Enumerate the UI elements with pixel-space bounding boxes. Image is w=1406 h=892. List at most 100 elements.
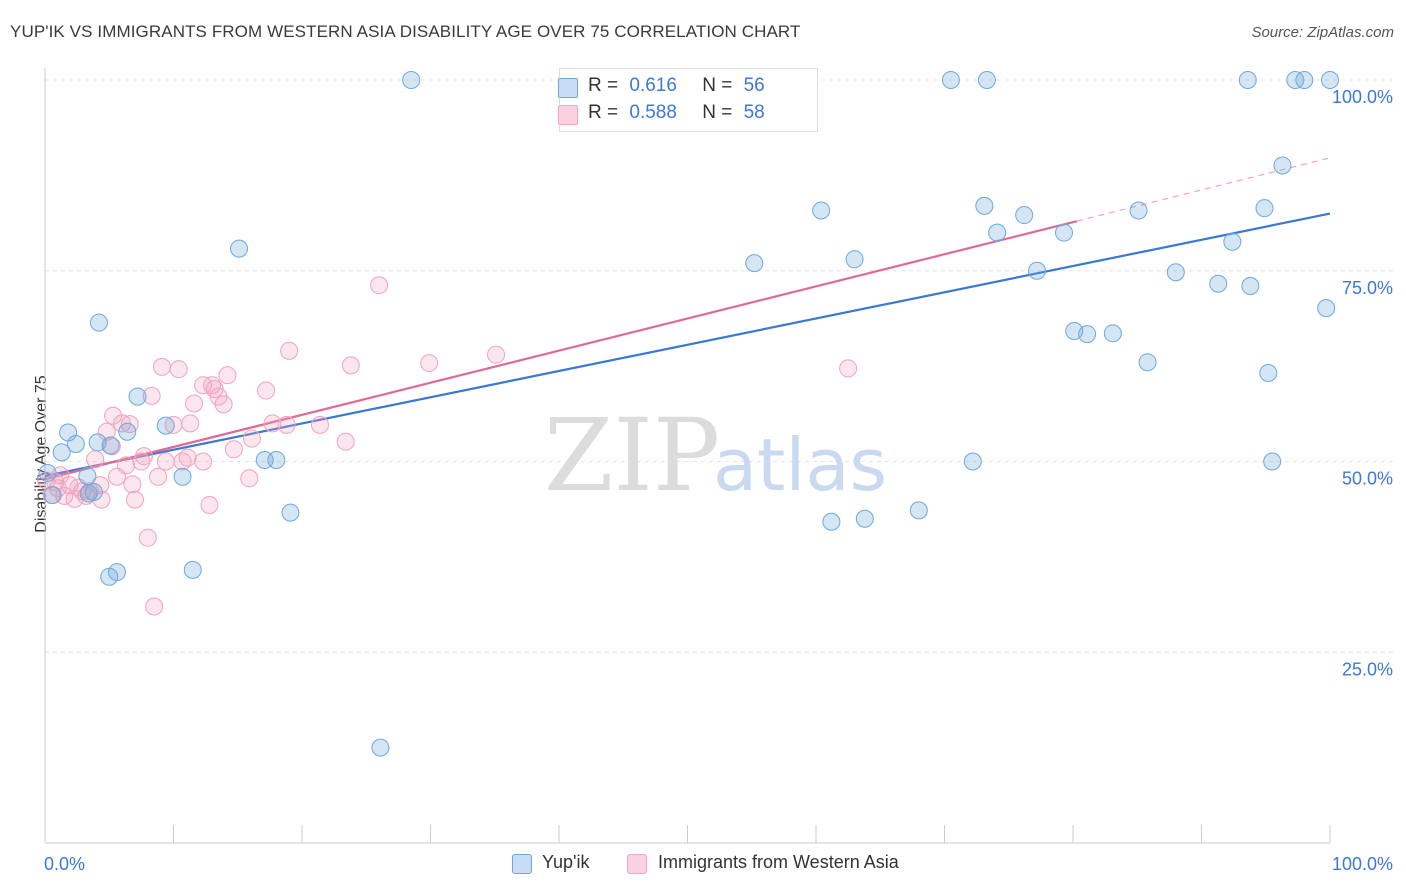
data-point-immigrants [134, 447, 153, 466]
data-point-yupik [118, 422, 137, 441]
data-point-immigrants [104, 406, 123, 425]
legend-row-yupik: R = 0.616 N = 56 [558, 75, 765, 98]
legend-row-immigrants: R = 0.588 N = 58 [558, 102, 765, 125]
data-point-immigrants [487, 345, 506, 364]
watermark-zip: ZIP [544, 397, 720, 514]
data-point-immigrants [152, 357, 171, 376]
data-point-yupik [371, 738, 390, 757]
data-point-yupik [1241, 277, 1260, 296]
data-point-immigrants [257, 381, 276, 400]
data-point-yupik [156, 416, 175, 435]
data-point-immigrants [138, 528, 157, 547]
data-point-yupik [173, 467, 192, 486]
legend-r-label: R = [588, 75, 619, 96]
data-point-yupik [128, 387, 147, 406]
data-point-immigrants [113, 414, 132, 433]
legend-swatch-pink [627, 854, 647, 874]
data-point-immigrants [123, 475, 142, 494]
data-point-yupik [977, 71, 996, 89]
data-point-immigrants [420, 354, 439, 373]
data-point-immigrants [310, 415, 329, 434]
data-point-immigrants [839, 359, 858, 378]
trendline-immigrants-extension [1076, 157, 1331, 222]
data-point-immigrants [116, 456, 135, 475]
legend-n-label: N = [702, 75, 733, 96]
data-point-yupik [1166, 263, 1185, 282]
data-point-yupik [745, 254, 764, 273]
data-point-yupik [89, 313, 108, 332]
legend-label-yupik: Yup'ik [542, 852, 590, 872]
data-point-yupik [43, 486, 62, 505]
data-point-yupik [975, 196, 994, 215]
trend-lines [44, 157, 1331, 481]
data-point-immigrants [185, 394, 204, 413]
legend-swatch-blue [558, 78, 578, 98]
series-legend: Yup'ik Immigrants from Western Asia [0, 852, 1406, 878]
data-point-yupik [1321, 71, 1339, 89]
legend-n-label: N = [702, 102, 733, 123]
data-point-immigrants [336, 432, 355, 451]
data-point-immigrants [218, 366, 237, 385]
grid-lines [45, 79, 1395, 653]
data-point-yupik [1223, 232, 1242, 251]
data-point-immigrants [277, 415, 296, 434]
data-point-yupik [1055, 223, 1074, 242]
data-point-yupik [1028, 261, 1047, 280]
data-point-yupik [845, 250, 864, 269]
y-tick-label: 100.0% [1332, 87, 1393, 107]
watermark-atlas: atlas [713, 423, 887, 507]
data-point-yupik [812, 201, 831, 220]
data-point-immigrants [65, 489, 84, 508]
data-point-immigrants [178, 448, 197, 467]
data-point-yupik [78, 466, 97, 485]
data-point-immigrants [214, 395, 233, 414]
data-point-immigrants [97, 422, 116, 441]
legend-r-value: 0.616 [629, 75, 677, 96]
data-point-immigrants [341, 356, 360, 375]
legend-swatch-blue [512, 854, 532, 874]
data-point-immigrants [169, 360, 188, 379]
data-point-immigrants [86, 450, 105, 469]
data-point-immigrants [280, 341, 299, 360]
y-tick-label: 75.0% [1342, 278, 1393, 298]
data-point-immigrants [200, 495, 219, 514]
data-point-yupik [52, 443, 71, 462]
data-point-immigrants [156, 452, 175, 471]
data-point-yupik [963, 452, 982, 471]
data-point-yupik [267, 450, 286, 469]
data-point-immigrants [242, 429, 261, 448]
data-point-immigrants [370, 276, 389, 295]
y-tick-label: 50.0% [1342, 469, 1393, 489]
data-point-yupik [1255, 199, 1274, 218]
trendline-immigrants [44, 220, 1078, 481]
legend-label-immigrants: Immigrants from Western Asia [658, 852, 899, 872]
data-point-immigrants [224, 440, 243, 459]
legend-r-label: R = [588, 102, 619, 123]
data-point-yupik [38, 463, 57, 482]
data-point-yupik [230, 239, 249, 258]
data-point-yupik [1273, 156, 1292, 175]
x-tick-label: 0.0% [44, 854, 85, 874]
points-yupik [38, 71, 1339, 757]
data-point-yupik [1295, 71, 1314, 89]
data-point-yupik [1015, 206, 1034, 225]
data-point-immigrants [194, 452, 213, 471]
data-point-yupik [66, 434, 85, 453]
data-point-yupik [1209, 274, 1228, 293]
data-point-yupik [107, 563, 126, 582]
data-point-immigrants [125, 490, 144, 509]
source-label: Source: ZipAtlas.com [1251, 24, 1394, 41]
correlation-legend: R = 0.616 N = 56 R = 0.588 N = 58 [558, 68, 818, 132]
axes [44, 68, 1331, 844]
data-point-yupik [101, 436, 120, 455]
x-tick-label: 100.0% [1332, 854, 1393, 874]
legend-n-value: 58 [743, 102, 765, 123]
data-point-immigrants [102, 437, 121, 456]
trendline-yupik [44, 212, 1331, 478]
data-point-immigrants [142, 386, 161, 405]
tick-labels: 100.0% 75.0% 50.0% 25.0% 0.0% 100.0% [44, 87, 1393, 874]
data-point-yupik [402, 71, 421, 89]
data-point-immigrants [181, 414, 200, 433]
data-point-yupik [84, 483, 103, 502]
